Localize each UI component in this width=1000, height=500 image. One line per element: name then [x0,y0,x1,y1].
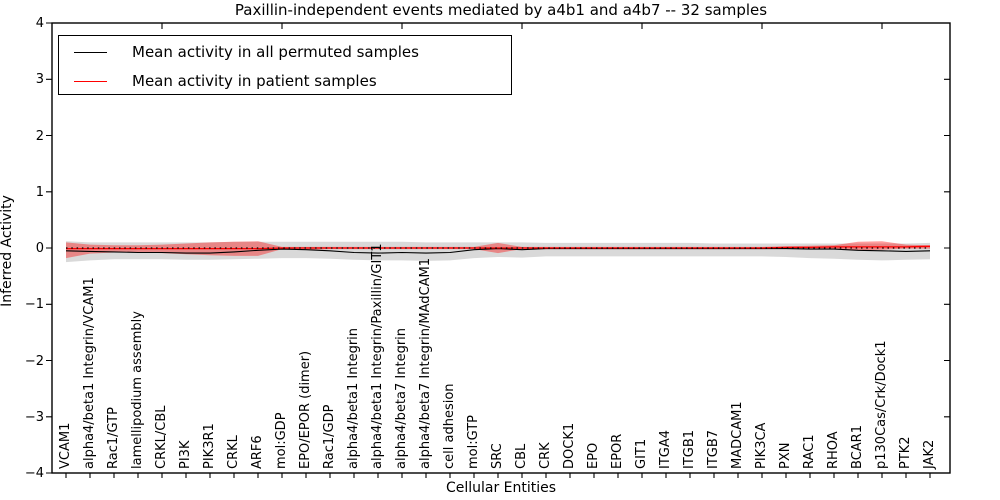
x-tick-label: ITGB7 [706,429,721,469]
legend-item-permuted: Mean activity in all permuted samples [59,39,511,65]
permuted-line-swatch-icon [74,51,107,53]
x-tick-label: EPO/EPOR (dimer) [298,350,313,469]
y-tick-label: 3 [35,72,44,88]
x-tick-label: VCAM1 [58,422,73,469]
x-tick-label: SRC [490,443,505,469]
x-tick-label: ITGB1 [682,429,697,469]
patient-band [66,241,930,259]
x-tick-label: mol:GDP [274,412,289,469]
x-tick-label: cell adhesion [442,383,457,469]
x-tick-label: CBL [514,443,529,469]
x-tick-label: GIT1 [634,438,649,469]
x-tick-label: CRKL [226,435,241,469]
y-tick-label: 2 [35,128,44,144]
x-tick-label: PIK3CA [754,422,769,469]
patient-line-swatch-icon [74,80,107,82]
x-tick-label: mol:GTP [466,415,481,469]
x-tick-label: ARF6 [250,435,265,469]
x-tick-label: alpha4/beta1 Integrin/VCAM1 [82,277,97,469]
x-tick-label: PXN [778,442,793,469]
x-tick-label: CRK [538,442,553,469]
x-tick-label: ITGA4 [658,429,673,469]
y-tick-label: −3 [24,409,44,425]
x-tick-label: lamellipodium assembly [130,311,145,469]
chart-title: Paxillin-independent events mediated by … [234,1,768,19]
x-tick-label: alpha4/beta7 Integrin/MAdCAM1 [418,258,433,469]
axes-frame [51,22,951,474]
legend-label-permuted: Mean activity in all permuted samples [132,43,419,61]
x-tick-label: PIK3R1 [202,423,217,469]
x-tick-label: alpha4/beta7 Integrin [394,327,409,469]
x-tick-label: alpha4/beta1 Integrin/Paxillin/GIT1 [370,243,385,469]
x-tick-label: EPO [586,442,601,469]
y-tick-label: 0 [35,241,44,256]
y-tick-label: −1 [24,297,44,313]
legend-item-patient: Mean activity in patient samples [59,68,511,94]
x-tick-label: JAK2 [922,439,937,469]
legend: Mean activity in all permuted samples Me… [58,35,512,95]
x-tick-label: RHOA [826,431,841,469]
permuted-band [66,241,930,263]
x-tick-label: PI3K [178,440,193,469]
x-tick-label: RAC1 [802,434,817,469]
y-tick-label: −4 [24,466,44,481]
x-tick-label: BCAR1 [850,425,865,469]
x-tick-label: MADCAM1 [730,401,745,469]
x-tick-label: DOCK1 [562,422,577,469]
axis-ticks [46,22,950,478]
x-tick-label: p130Cas/Crk/Dock1 [874,340,889,469]
y-tick-label: −2 [24,353,44,369]
x-tick-label: Rac1/GDP [322,404,337,469]
y-tick-label: 1 [35,184,44,200]
x-tick-label: PTK2 [898,436,913,469]
x-tick-label: Rac1/GTP [106,407,121,469]
x-tick-label: CRKL/CBL [154,405,169,470]
x-axis-label: Cellular Entities [445,480,557,496]
x-tick-label: EPOR [610,433,625,469]
legend-label-patient: Mean activity in patient samples [132,72,377,90]
y-tick-label: 4 [35,16,44,31]
x-tick-label: alpha4/beta1 Integrin [346,327,361,469]
